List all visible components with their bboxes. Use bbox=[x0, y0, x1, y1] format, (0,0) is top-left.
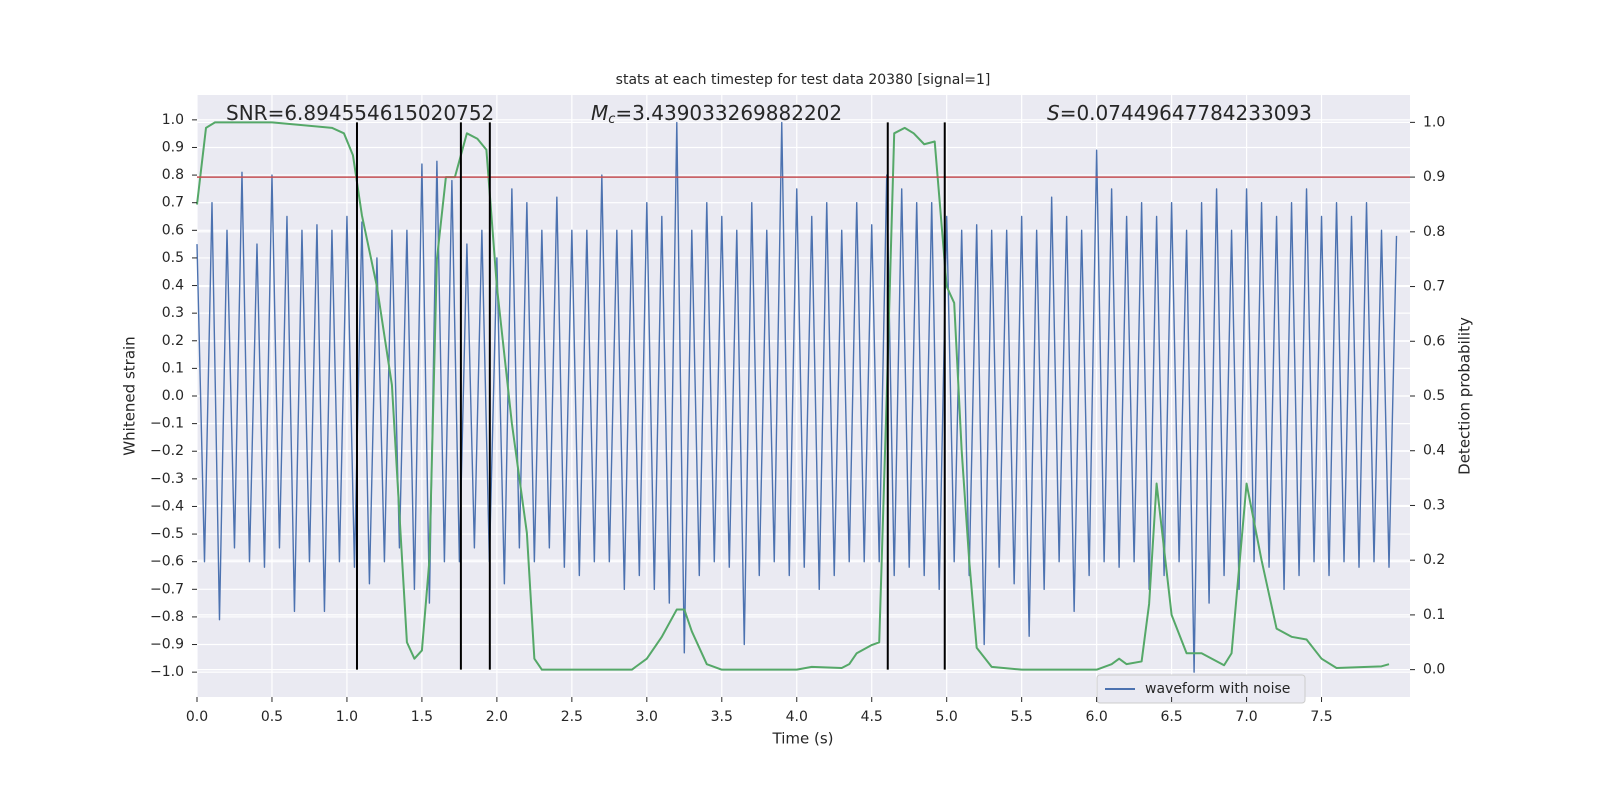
x-tick-label: 2.0 bbox=[486, 709, 508, 725]
legend-label: waveform with noise bbox=[1145, 681, 1290, 697]
y-tick-label: −0.9 bbox=[150, 637, 184, 653]
x-tick-label: 1.5 bbox=[411, 709, 433, 725]
y-tick-label: 0.6 bbox=[162, 222, 184, 238]
y2-tick-label: 0.8 bbox=[1423, 224, 1445, 240]
y2-axis-label: Detection probability bbox=[1456, 317, 1474, 475]
y-tick-label: −0.7 bbox=[150, 581, 184, 597]
y2-tick-label: 0.1 bbox=[1423, 607, 1445, 623]
annotation-text: =0.07449647784233093 bbox=[1060, 101, 1312, 125]
x-tick-label: 2.5 bbox=[561, 709, 583, 725]
x-tick-label: 4.0 bbox=[786, 709, 808, 725]
annotation-subscript: c bbox=[608, 112, 615, 127]
annotation-text: =3.439033269882202 bbox=[615, 101, 842, 125]
annotation: S=0.07449647784233093 bbox=[1047, 101, 1312, 125]
annotation-text: =6.894554615020752 bbox=[268, 101, 495, 125]
x-tick-label: 5.0 bbox=[936, 709, 958, 725]
y-tick-label: −1.0 bbox=[150, 664, 184, 680]
y2-tick-label: 0.5 bbox=[1423, 388, 1445, 404]
annotation: SNR=6.894554615020752 bbox=[226, 101, 494, 125]
y2-tick-label: 0.6 bbox=[1423, 333, 1445, 349]
x-tick-label: 7.0 bbox=[1235, 709, 1257, 725]
y-tick-label: −0.2 bbox=[150, 443, 184, 459]
annotation-label: S bbox=[1047, 101, 1060, 125]
series-line bbox=[196, 121, 1390, 671]
x-axis-label: Time (s) bbox=[772, 730, 834, 748]
y-tick-label: 0.7 bbox=[162, 195, 184, 211]
y-tick-label: 0.8 bbox=[162, 167, 184, 183]
annotation-label: M bbox=[591, 101, 608, 125]
annotation-label: SNR bbox=[226, 101, 268, 125]
y2-tick-label: 0.7 bbox=[1423, 279, 1445, 295]
y-tick-label: 0.5 bbox=[162, 250, 184, 266]
y2-tick-label: 0.2 bbox=[1423, 552, 1445, 568]
y-tick-label: 1.0 bbox=[162, 112, 184, 128]
x-tick-label: 0.0 bbox=[186, 709, 208, 725]
x-tick-label: 3.0 bbox=[636, 709, 658, 725]
x-tick-label: 5.5 bbox=[1011, 709, 1033, 725]
x-tick-label: 1.0 bbox=[336, 709, 358, 725]
y-tick-label: −0.4 bbox=[150, 498, 184, 514]
y-tick-label: 0.9 bbox=[162, 139, 184, 155]
series-line bbox=[196, 121, 1398, 673]
x-tick-label: 4.5 bbox=[861, 709, 883, 725]
y-tick-label: 0.4 bbox=[162, 278, 184, 294]
y2-tick-label: 0.4 bbox=[1423, 443, 1445, 459]
y2-tick-label: 1.0 bbox=[1423, 114, 1445, 130]
x-tick-label: 7.5 bbox=[1310, 709, 1332, 725]
y-tick-label: −0.1 bbox=[150, 416, 184, 432]
y-axis-label: Whitened strain bbox=[121, 336, 139, 455]
y2-tick-label: 0.3 bbox=[1423, 497, 1445, 513]
y-tick-label: 0.3 bbox=[162, 305, 184, 321]
y-tick-label: −0.5 bbox=[150, 526, 184, 542]
y-tick-label: 0.0 bbox=[162, 388, 184, 404]
y2-tick-label: 0.9 bbox=[1423, 169, 1445, 185]
x-tick-label: 3.5 bbox=[711, 709, 733, 725]
y-tick-label: 0.1 bbox=[162, 360, 184, 376]
x-tick-label: 0.5 bbox=[261, 709, 283, 725]
y2-tick-label: 0.0 bbox=[1423, 662, 1445, 678]
x-tick-label: 6.5 bbox=[1160, 709, 1182, 725]
x-tick-label: 6.0 bbox=[1085, 709, 1107, 725]
y-tick-label: −0.8 bbox=[150, 609, 184, 625]
y-tick-label: −0.3 bbox=[150, 471, 184, 487]
chart-title: stats at each timestep for test data 203… bbox=[616, 72, 991, 88]
legend-box bbox=[1096, 674, 1306, 704]
y-tick-label: −0.6 bbox=[150, 554, 184, 570]
annotation: Mc=3.439033269882202 bbox=[591, 101, 842, 127]
y-tick-label: 0.2 bbox=[162, 333, 184, 349]
